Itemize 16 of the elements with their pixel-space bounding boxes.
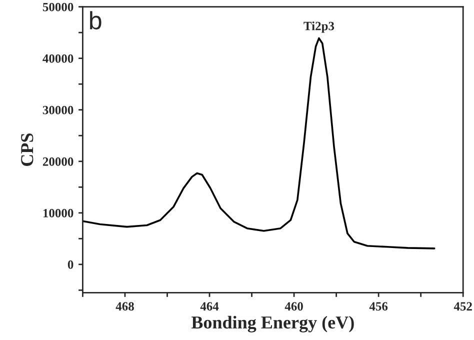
x-tick-label: 464 — [200, 302, 219, 311]
x-tick-label: 468 — [116, 302, 134, 311]
y-tick-label: 10000 — [43, 208, 74, 218]
x-axis-title: Bonding Energy (eV) — [191, 316, 354, 332]
line-series — [82, 37, 436, 250]
y-tick-label: 50000 — [42, 2, 74, 12]
x-tick-label: 452 — [454, 302, 472, 311]
annotation: b — [90, 11, 102, 30]
annotation: Ti2p3 — [304, 21, 334, 33]
y-tick-label: 30000 — [42, 106, 74, 114]
x-tick-label: 456 — [369, 302, 388, 311]
x-tick-label: 460 — [284, 302, 303, 311]
y-tick-label: 0 — [68, 260, 74, 269]
y-tick-label: 40000 — [42, 54, 74, 63]
y-axis-title: CPS — [21, 133, 34, 166]
y-tick-label: 20000 — [42, 157, 74, 166]
